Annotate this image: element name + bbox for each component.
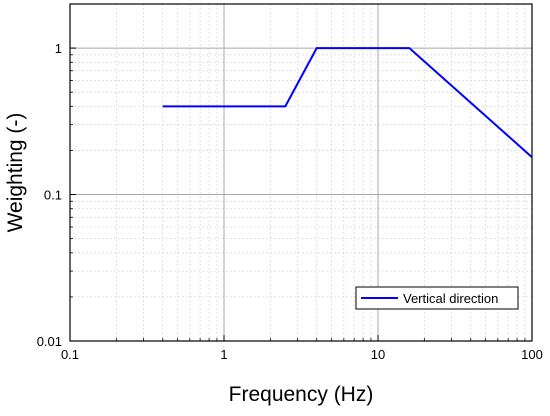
legend: Vertical direction [355,286,519,310]
x-axis-ticks: 0.1 1 10 100 [61,335,543,362]
x-tick-label: 10 [371,347,385,362]
series-layer [162,47,533,158]
x-axis-title: Frequency (Hz) [229,383,374,406]
plot-frame [69,3,533,342]
y-tick-label: 1 [55,41,62,56]
y-axis-ticks: 0.01 0.1 1 [37,41,76,349]
series-line-vertical-direction [162,47,533,158]
legend-label: Vertical direction [403,291,498,306]
x-tick-label: 0.1 [61,347,79,362]
major-grid [70,4,532,341]
y-axis-title: Weighting (-) [4,113,27,233]
x-tick-label: 1 [220,347,227,362]
y-tick-label: 0.01 [37,334,62,349]
legend-box [355,286,519,310]
x-tick-label: 100 [521,347,543,362]
y-tick-label: 0.1 [44,188,62,203]
